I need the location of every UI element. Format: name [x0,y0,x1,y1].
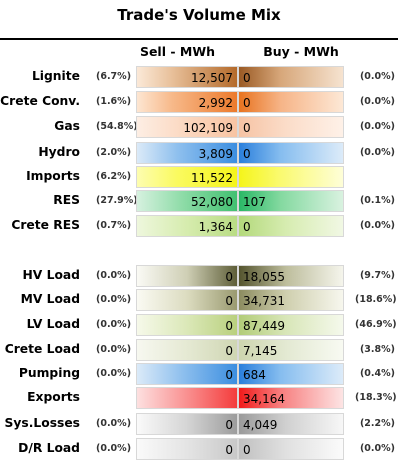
table-row: Gas (54.8%) 102,109 0 (0.0%) [0,115,398,139]
sell-value-cell: 52,080 [136,190,238,212]
row-label: Lignite [31,69,80,83]
sell-percent: (0.0%) [96,443,132,454]
sell-percent: (0.0%) [96,368,132,379]
sell-percent: (0.0%) [96,294,132,305]
sell-value-cell: 2,992 [136,91,238,113]
buy-value-cell [238,166,344,188]
buy-value-cell: 0 [238,66,344,88]
buy-percent: (46.9%) [355,319,397,330]
buy-value-cell: 0 [238,142,344,164]
row-label: HV Load [22,268,80,282]
sell-percent: (0.0%) [96,270,132,281]
row-label: D/R Load [18,441,80,455]
sell-value-cell: 0 [136,413,238,435]
buy-value-cell: 0 [238,215,344,237]
row-label: Pumping [18,366,80,380]
row-label: Crete Load [4,342,80,356]
row-label: Imports [26,169,80,183]
sell-percent: (1.6%) [96,96,132,107]
buy-percent: (0.1%) [359,195,395,206]
table-row: HV Load (0.0%) 0 18,055 (9.7%) [0,264,398,288]
table-row: RES (27.9%) 52,080 107 (0.1%) [0,189,398,213]
sell-value-cell: 3,809 [136,142,238,164]
buy-percent: (0.0%) [359,71,395,82]
row-label: LV Load [26,317,80,331]
buy-value-cell: 87,449 [238,314,344,336]
table-row: Hydro (2.0%) 3,809 0 (0.0%) [0,141,398,165]
sell-percent: (54.8%) [96,121,138,132]
table-row: Crete RES (0.7%) 1,364 0 (0.0%) [0,214,398,238]
table-row: Sys.Losses (0.0%) 0 4,049 (2.2%) [0,412,398,436]
row-label: Crete RES [11,218,80,232]
table-row: D/R Load (0.0%) 0 0 (0.0%) [0,437,398,461]
sell-percent: (6.7%) [96,71,132,82]
buy-percent: (9.7%) [359,270,395,281]
table-row: Crete Conv. (1.6%) 2,992 0 (0.0%) [0,90,398,114]
sell-percent: (0.7%) [96,220,132,231]
sell-value-cell: 0 [136,339,238,361]
buy-value-cell: 684 [238,363,344,385]
table-row: MV Load (0.0%) 0 34,731 (18.6%) [0,288,398,312]
buy-percent: (18.3%) [355,392,397,403]
buy-value-cell: 7,145 [238,339,344,361]
table-row: Crete Load (0.0%) 0 7,145 (3.8%) [0,338,398,362]
buy-column-header: Buy - MWh [263,44,339,59]
title-divider [0,38,398,40]
row-label: Hydro [38,145,80,159]
buy-value-cell: 107 [238,190,344,212]
table-row: LV Load (0.0%) 0 87,449 (46.9%) [0,313,398,337]
sell-value-cell: 0 [136,289,238,311]
buy-percent: (0.0%) [359,121,395,132]
row-label: Crete Conv. [0,94,80,108]
buy-value-cell: 4,049 [238,413,344,435]
buy-value-cell: 18,055 [238,265,344,287]
sell-value-cell: 0 [136,363,238,385]
buy-percent: (0.4%) [359,368,395,379]
buy-value-cell: 0 [238,91,344,113]
table-row: Pumping (0.0%) 0 684 (0.4%) [0,362,398,386]
sell-value-cell [136,387,238,409]
buy-percent: (0.0%) [359,220,395,231]
table-row: Imports (6.2%) 11,522 [0,165,398,189]
buy-percent: (0.0%) [359,147,395,158]
chart-title: Trade's Volume Mix [117,6,281,24]
row-label: Exports [27,390,80,404]
sell-value-cell: 0 [136,438,238,460]
buy-value-cell: 0 [238,116,344,138]
sell-percent: (27.9%) [96,195,138,206]
sell-value-cell: 12,507 [136,66,238,88]
buy-percent: (0.0%) [359,443,395,454]
sell-value-cell: 11,522 [136,166,238,188]
sell-percent: (0.0%) [96,418,132,429]
buy-value-cell: 0 [238,438,344,460]
sell-percent: (2.0%) [96,147,132,158]
buy-percent: (18.6%) [355,294,397,305]
row-label: Gas [54,119,80,133]
table-row: Exports 34,164 (18.3%) [0,386,398,410]
buy-percent: (0.0%) [359,96,395,107]
buy-percent: (3.8%) [359,344,395,355]
sell-value-cell: 1,364 [136,215,238,237]
sell-percent: (0.0%) [96,319,132,330]
sell-value-cell: 0 [136,265,238,287]
row-label: Sys.Losses [4,416,80,430]
sell-column-header: Sell - MWh [139,44,216,59]
sell-percent: (6.2%) [96,171,132,182]
sell-value-cell: 102,109 [136,116,238,138]
buy-value-cell: 34,164 [238,387,344,409]
table-row: Lignite (6.7%) 12,507 0 (0.0%) [0,65,398,89]
buy-value-cell: 34,731 [238,289,344,311]
sell-percent: (0.0%) [96,344,132,355]
sell-value-cell: 0 [136,314,238,336]
buy-percent: (2.2%) [359,418,395,429]
row-label: RES [53,193,80,207]
row-label: MV Load [20,292,80,306]
